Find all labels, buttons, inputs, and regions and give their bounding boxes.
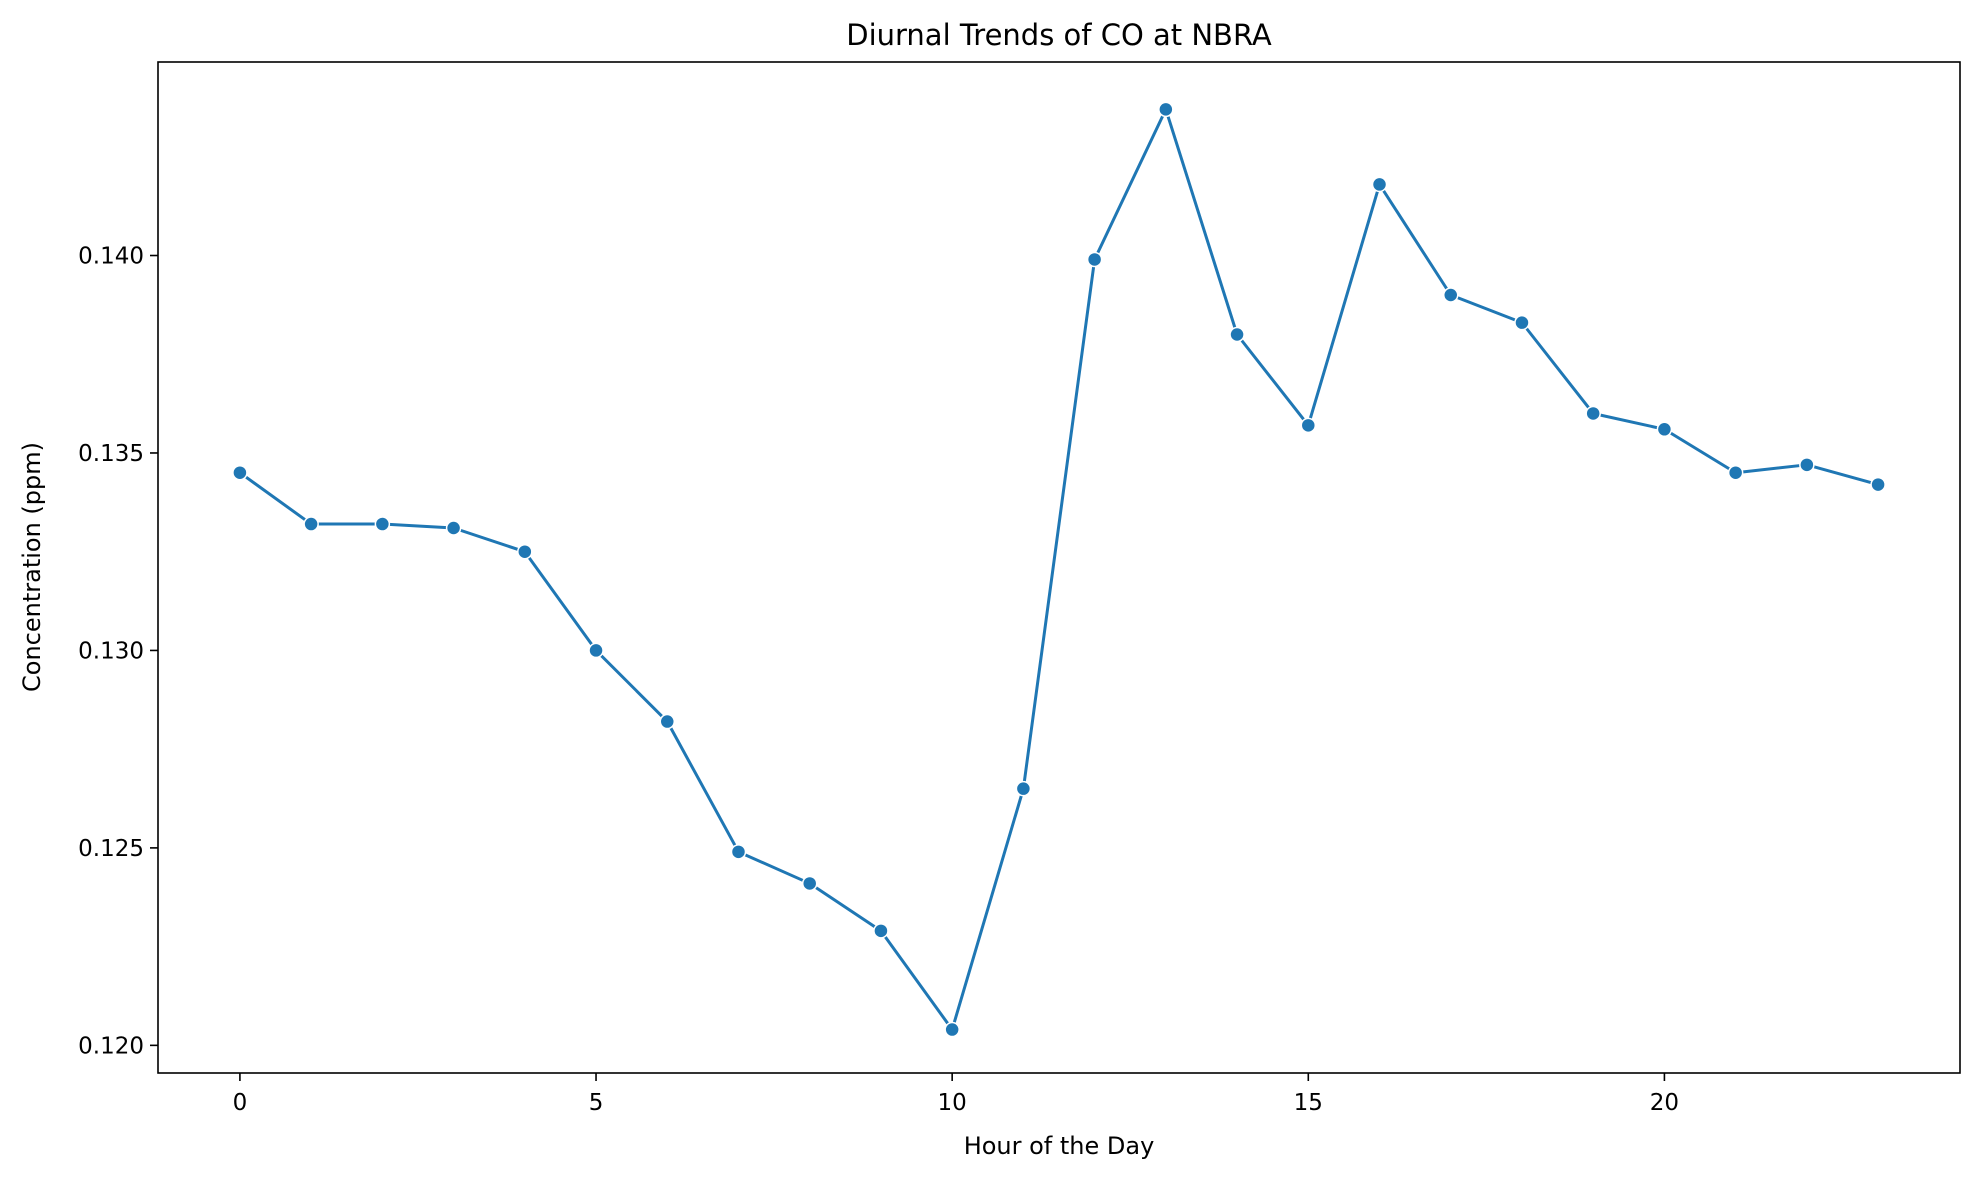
- data-point: [1229, 326, 1245, 343]
- x-axis: 0 5 10 15 20: [233, 1073, 1679, 1116]
- plot-frame: [157, 61, 1961, 1074]
- data-point: [730, 844, 747, 860]
- y-tick-label: 0.125: [78, 836, 144, 862]
- data-point: [1799, 457, 1815, 473]
- y-axis: 0.120 0.125 0.130 0.135 0.140: [78, 244, 158, 1059]
- x-tick-label: 20: [1650, 1090, 1679, 1116]
- data-point: [445, 520, 462, 536]
- y-axis-label: Concentration (ppm): [18, 442, 46, 692]
- data-point: [1656, 421, 1673, 438]
- data-point: [1514, 314, 1530, 331]
- data-point: [517, 543, 533, 560]
- series-line: [238, 107, 1880, 1032]
- data-point: [1727, 464, 1744, 481]
- data-point: [801, 875, 818, 892]
- data-point: [374, 516, 391, 532]
- data-point: [1300, 417, 1317, 434]
- x-tick-label: 15: [1294, 1090, 1323, 1116]
- data-point: [232, 464, 248, 481]
- data-point: [873, 923, 889, 939]
- x-tick-label: 5: [589, 1090, 604, 1116]
- x-axis-label: Hour of the Day: [964, 1132, 1155, 1160]
- data-point: [659, 713, 676, 730]
- y-tick-label: 0.120: [78, 1033, 144, 1059]
- x-tick-label: 10: [938, 1090, 967, 1116]
- data-point: [1442, 287, 1459, 303]
- data-point: [1870, 476, 1886, 493]
- data-point: [1371, 176, 1388, 193]
- y-tick-label: 0.140: [78, 244, 144, 270]
- data-point: [1086, 251, 1103, 268]
- data-point: [944, 1021, 960, 1038]
- y-tick-label: 0.130: [78, 638, 144, 664]
- data-point: [303, 516, 319, 532]
- x-tick-label: 0: [233, 1090, 248, 1116]
- data-point: [1015, 780, 1032, 797]
- chart-title: Diurnal Trends of CO at NBRA: [846, 18, 1272, 52]
- series-layer: [232, 101, 1886, 1038]
- data-point: [588, 642, 604, 659]
- data-point: [1158, 101, 1174, 118]
- data-point: [1585, 405, 1601, 422]
- y-tick-label: 0.135: [78, 441, 144, 467]
